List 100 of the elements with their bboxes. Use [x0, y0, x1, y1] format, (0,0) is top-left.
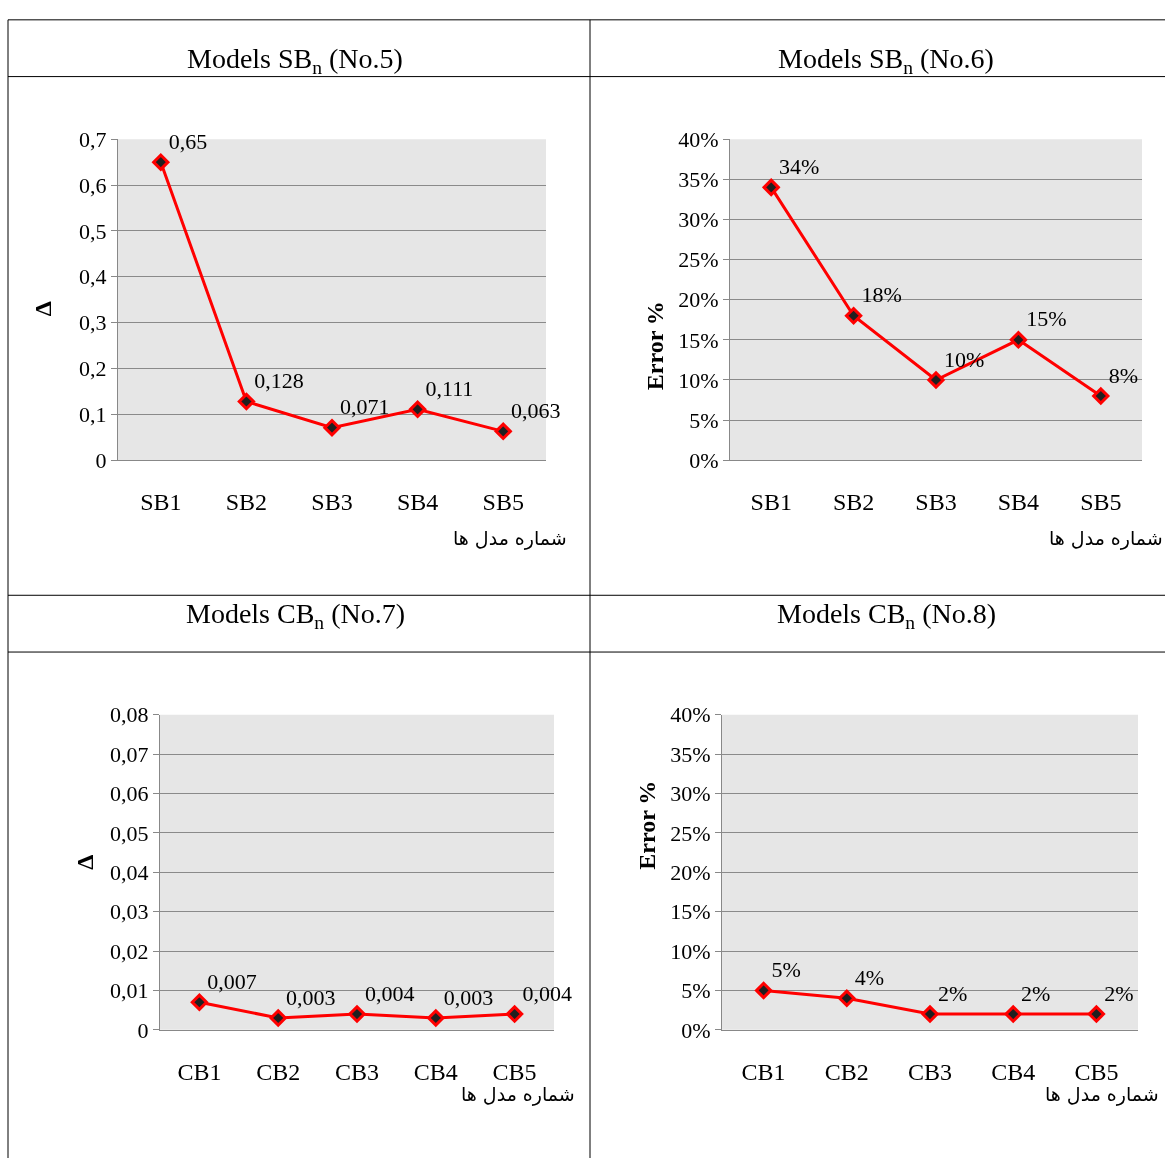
y-tick-label: 35% [678, 167, 719, 193]
point [921, 1005, 939, 1023]
x-axis-title: شماره مدل ها [461, 1083, 575, 1106]
point [408, 400, 427, 418]
y-tick-label: 25% [670, 820, 711, 846]
y-tick-label: 5% [681, 978, 711, 1004]
data-label: 0,111 [425, 375, 474, 401]
x-axis-title: شماره مدل ها [453, 527, 567, 550]
x-tick-label: CB3 [907, 1058, 953, 1085]
y-tick-label: 35% [670, 741, 711, 767]
x-tick-label: CB4 [413, 1058, 458, 1085]
point [927, 371, 945, 389]
x-axis-title: شماره مدل ها [1045, 1083, 1159, 1106]
data-label: 0,003 [286, 984, 336, 1010]
point [237, 392, 256, 411]
x-tick-label: SB5 [1080, 489, 1122, 516]
chart-title: Models SB$_{n}$ (No.5) [187, 43, 403, 78]
data-label: 5% [771, 957, 801, 983]
point [1004, 1005, 1022, 1023]
y-tick-label: 0,07 [110, 741, 149, 767]
x-tick-label: CB4 [991, 1058, 1036, 1085]
y-tick-label: 0% [681, 1017, 711, 1043]
x-tick-label: CB1 [177, 1058, 222, 1085]
y-tick-label: 5% [689, 407, 719, 433]
x-tick-label: SB3 [915, 489, 957, 516]
x-tick-label: CB2 [824, 1058, 869, 1085]
point [1009, 331, 1028, 349]
y-tick-label: 0 [137, 1017, 149, 1043]
point [838, 989, 856, 1007]
x-tick-label: SB5 [482, 489, 524, 516]
x-tick-label: CB5 [492, 1058, 537, 1085]
x-tick-label: SB4 [997, 489, 1040, 516]
data-label: 0,003 [443, 984, 494, 1010]
x-tick-label: SB2 [832, 489, 875, 516]
y-tick-label: 0 [95, 447, 107, 473]
point [762, 178, 780, 197]
x-axis-title: شماره مدل ها [1049, 527, 1163, 550]
data-label: 34% [779, 154, 820, 179]
point [323, 419, 341, 437]
y-tick-label: 40% [670, 702, 711, 728]
y-tick-label: 0,3 [79, 310, 107, 336]
x-tick-label: CB3 [334, 1058, 380, 1085]
y-tick-label: 0,06 [110, 781, 149, 807]
chart-title: Models CB$_{n}$ (No.8) [777, 598, 997, 633]
y-tick-label: 20% [678, 287, 719, 313]
y-tick-label: 0,03 [110, 899, 149, 925]
data-label: 0,004 [522, 980, 572, 1006]
point [754, 981, 773, 1000]
y-tick-label: 30% [670, 781, 711, 807]
data-label: 0,007 [207, 968, 257, 994]
y-tick-label: 0,04 [110, 859, 149, 885]
y-tick-label: 0,08 [110, 702, 149, 728]
x-tick-label: SB1 [140, 489, 182, 516]
data-label: 2% [1021, 980, 1051, 1006]
data-label: 15% [1026, 306, 1067, 332]
x-tick-label: SB1 [750, 489, 792, 516]
y-tick-label: 0% [689, 447, 719, 473]
y-tick-label: 0,4 [79, 264, 107, 290]
y-tick-label: 0,6 [79, 172, 107, 198]
x-tick-label: CB2 [256, 1058, 301, 1085]
data-label: 4% [854, 964, 884, 990]
data-label: 0,063 [511, 397, 561, 423]
y-tick-label: 0,1 [79, 402, 107, 428]
y-tick-label: 0,7 [79, 126, 107, 152]
x-tick-label: CB5 [1074, 1058, 1119, 1085]
y-axis-title: Δ [72, 854, 99, 870]
y-tick-label: 15% [678, 327, 719, 353]
y-tick-label: 15% [670, 899, 711, 925]
y-tick-label: 30% [678, 207, 719, 233]
y-tick-label: 10% [678, 367, 719, 393]
y-axis-title: Error % [641, 301, 668, 391]
y-tick-label: 0,2 [79, 356, 107, 382]
data-label: 2% [1104, 980, 1134, 1006]
data-label: 0,071 [339, 394, 390, 420]
data-label: 18% [861, 282, 902, 308]
point [1087, 1005, 1106, 1023]
data-label: 2% [937, 980, 968, 1006]
y-axis-title: Error % [634, 780, 661, 870]
y-tick-label: 10% [670, 938, 711, 964]
chart-title: Models CB$_{n}$ (No.7) [186, 598, 406, 633]
x-tick-label: SB2 [225, 489, 268, 516]
y-tick-label: 0,02 [110, 938, 149, 964]
data-label: 0,004 [364, 980, 415, 1006]
y-axis-title: Δ [29, 301, 56, 317]
y-tick-label: 0,5 [79, 218, 107, 244]
y-tick-label: 0,01 [110, 978, 149, 1004]
chart-title: Models SB$_{n}$ (No.6) [778, 43, 994, 78]
y-tick-label: 0,05 [110, 820, 149, 846]
point [844, 307, 863, 325]
x-tick-label: SB4 [396, 489, 439, 516]
y-tick-label: 20% [670, 859, 711, 885]
data-label: 0,65 [168, 128, 208, 154]
point [152, 153, 170, 171]
x-tick-label: SB3 [311, 489, 353, 516]
data-label: 8% [1108, 362, 1138, 388]
x-tick-label: CB1 [741, 1058, 786, 1085]
point [494, 422, 512, 440]
point [1092, 387, 1110, 405]
y-tick-label: 40% [678, 126, 719, 152]
data-label: 0,128 [254, 368, 304, 394]
